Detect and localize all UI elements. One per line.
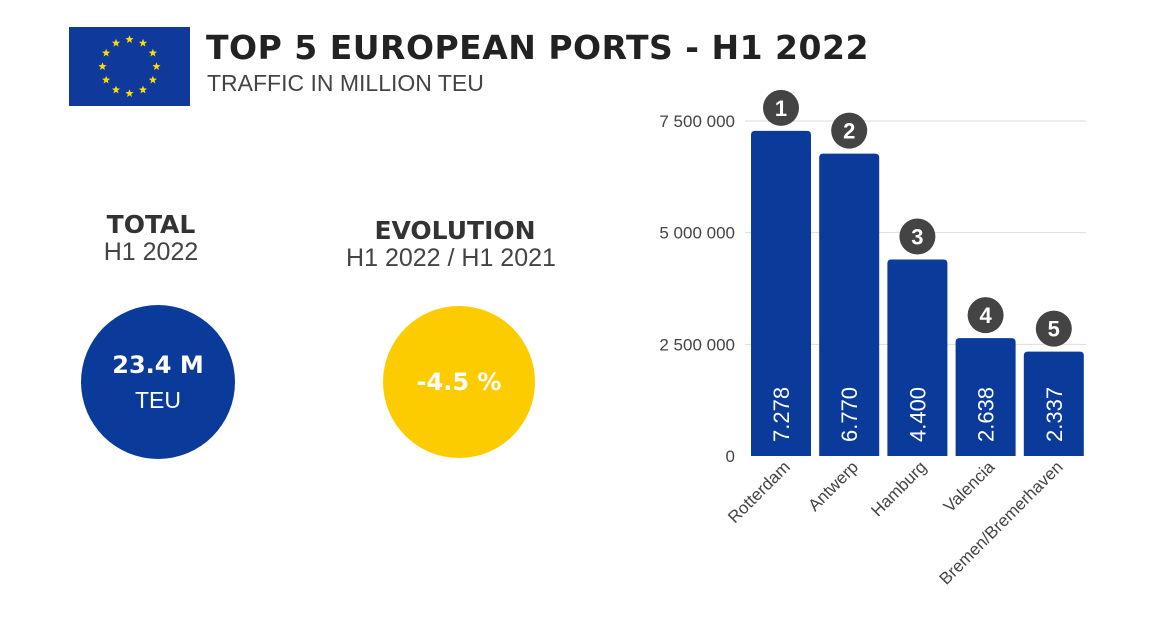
eu-stars-icon [98,35,161,97]
kpi-total-heading: TOTAL [106,210,196,239]
rank-badge [967,297,1004,334]
rank-label: 3 [911,224,923,249]
rank-badge [831,112,868,149]
data-label: 7.278 [769,387,794,442]
rank-label: 5 [1048,317,1060,342]
y-tick-label: 5 000 000 [659,224,735,243]
bar-valencia [955,338,1016,456]
bar-bremen-bremerhaven [1023,351,1084,456]
star-icon [102,75,111,84]
y-tick-label: 0 [726,447,735,466]
page-subtitle: TRAFFIC IN MILLION TEU [207,70,484,96]
bar-antwerp [819,153,880,456]
x-tick-label: Hamburg [867,457,930,520]
star-icon [98,62,107,70]
kpi-total-unit: TEU [135,386,181,413]
kpi-total-value: 23.4 M [112,350,204,379]
star-icon [102,48,111,57]
star-icon [138,38,148,47]
bar-rotterdam [751,130,811,456]
star-icon [152,62,161,70]
data-label: 4.400 [905,387,930,442]
kpi-evolution-circle: -4.5 % [383,306,535,458]
rank-badge [899,218,936,255]
data-label: 6.770 [837,387,862,442]
rank-label: 4 [979,303,992,328]
eu-flag [69,27,190,106]
x-tick-label: Bremen/Bremerhaven [936,457,1067,588]
star-icon [148,75,157,84]
kpi-evolution-sub: H1 2022 / H1 2021 [346,244,556,272]
rank-label: 2 [843,119,855,144]
x-tick-label: Rotterdam [724,457,794,527]
star-icon [125,35,134,43]
star-icon [148,48,157,57]
data-label: 2.638 [974,387,999,442]
y-tick-label: 7 500 000 [659,112,735,131]
kpi-total-circle: 23.4 M TEU [81,305,235,459]
star-icon [125,89,134,97]
rank-badge [763,89,799,126]
rank-badge [1035,310,1072,347]
kpi-evolution-heading: EVOLUTION [374,216,536,245]
x-tick-label: Valencia [940,457,999,516]
star-icon [111,85,121,94]
rank-label: 1 [775,96,787,121]
kpi-evolution-value: -4.5 % [416,368,502,396]
star-icon [111,38,121,47]
star-icon [138,85,148,94]
data-label: 2.337 [1042,387,1067,442]
kpi-total-sub: H1 2022 [103,238,199,266]
page-title: TOP 5 EUROPEAN PORTS - H1 2022 [206,28,869,67]
x-tick-label: Antwerp [804,457,862,515]
y-tick-label: 2 500 000 [659,335,735,354]
bar-hamburg [887,259,948,456]
